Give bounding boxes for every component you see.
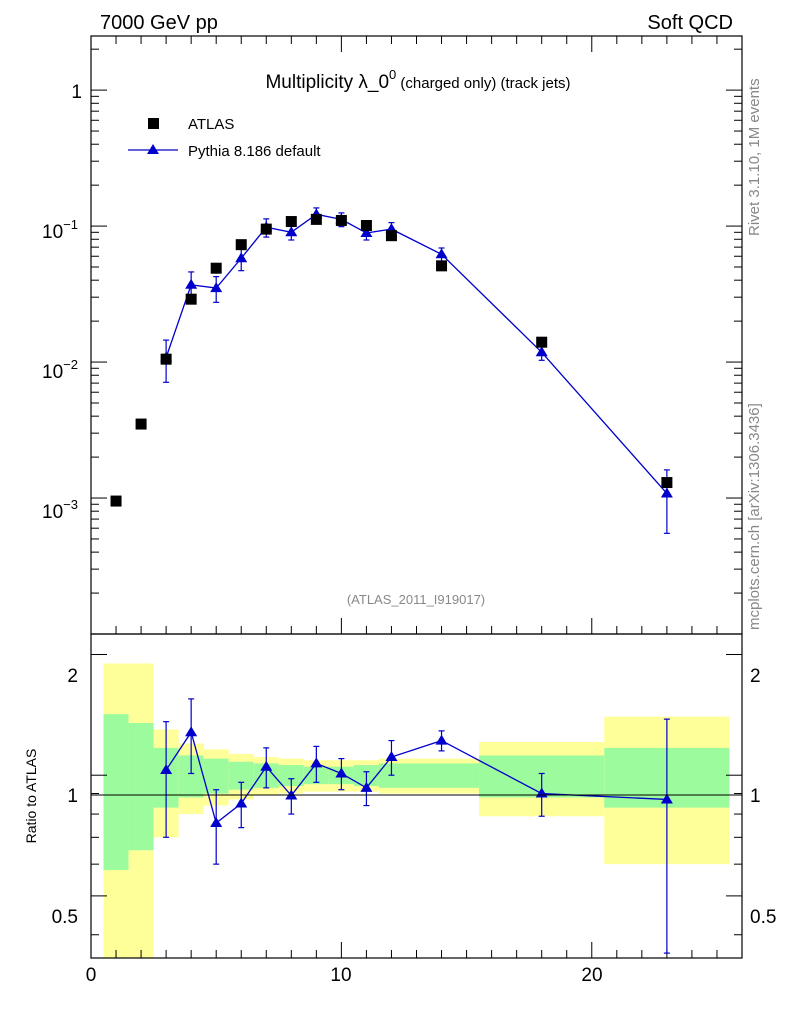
header-left: 7000 GeV pp — [100, 12, 218, 34]
data-point-5 — [235, 239, 247, 251]
ratio-y-tick-2-left: 2 — [67, 666, 78, 687]
ratio-plot-frame — [90, 633, 743, 959]
ratio-point-7 — [335, 767, 348, 778]
main-y-tick-0.01: 10−2 — [42, 357, 78, 383]
mc-point-2 — [210, 282, 223, 293]
mc-point-11 — [535, 346, 548, 357]
chart-title: Multiplicity λ_00 (charged only) (track … — [265, 67, 570, 93]
title-main: Multiplicity λ_0 — [265, 72, 389, 93]
main-y-tick-0.1: 10−1 — [42, 217, 78, 243]
ratio-y-tick-labels: 2 1 0.5 2 1 0.5 — [52, 666, 777, 928]
band-stat-4 — [203, 758, 229, 794]
analysis-label: (ATLAS_2011_I919017) — [347, 592, 485, 607]
data-point-8 — [310, 213, 322, 225]
ratio-y-tick-2-right: 2 — [750, 666, 761, 687]
x-tick-labels: 0 10 20 — [86, 965, 603, 986]
data-point-13 — [536, 336, 548, 348]
ratio-point-8 — [360, 781, 373, 792]
data-point-12 — [436, 260, 448, 272]
data-point-3 — [185, 293, 197, 305]
ratio-point-10 — [435, 734, 448, 745]
main-y-tick-labels: 1 10−1 10−2 10−3 — [42, 82, 82, 523]
mc-point-8 — [360, 226, 373, 237]
band-stat-7 — [278, 765, 304, 786]
data-point-1 — [135, 418, 147, 430]
title-sub: (charged only) (track jets) — [396, 75, 570, 92]
band-stat-12 — [403, 763, 480, 788]
mc-point-12 — [660, 487, 673, 498]
ratio-uncertainty-bands — [103, 663, 730, 958]
ratio-y-tick-0.5-left: 0.5 — [52, 907, 78, 928]
ratio-point-6 — [310, 757, 323, 768]
main-y-tick-1: 1 — [71, 82, 82, 103]
mc-point-10 — [435, 248, 448, 259]
ratio-point-5 — [285, 789, 298, 800]
band-stat-1 — [128, 722, 154, 851]
main-y-tick-0.001: 10−3 — [42, 497, 78, 523]
ratio-point-2 — [210, 816, 223, 827]
band-stat-0 — [103, 714, 129, 871]
mc-series-main — [160, 207, 673, 534]
ratio-point-1 — [185, 726, 198, 737]
header-right: Soft QCD — [647, 12, 733, 34]
ratio-point-0 — [160, 764, 173, 775]
title-sup: 0 — [389, 67, 396, 82]
data-point-9 — [335, 214, 347, 226]
legend-mc-marker — [147, 144, 159, 154]
mc-series-ratio — [160, 698, 673, 954]
mc-point-3 — [235, 252, 248, 263]
data-point-2 — [160, 353, 172, 365]
x-tick-20: 20 — [581, 965, 602, 986]
side-label-top: Rivet 3.1.10, 1M events — [746, 78, 763, 236]
legend-mc-label: Pythia 8.186 default — [188, 143, 321, 160]
mc-point-5 — [285, 226, 298, 237]
ratio-point-3 — [235, 797, 248, 808]
ratio-y-tick-1-left: 1 — [67, 786, 78, 807]
data-point-14 — [661, 477, 673, 489]
legend-data-marker — [148, 118, 159, 129]
x-tick-0: 0 — [86, 965, 97, 986]
data-series-main — [110, 213, 673, 507]
mc-point-1 — [185, 278, 198, 289]
legend: ATLAS Pythia 8.186 default — [128, 116, 321, 160]
data-point-7 — [285, 216, 297, 228]
ratio-y-tick-1-right: 1 — [750, 786, 761, 807]
data-point-0 — [110, 495, 122, 507]
legend-data-label: ATLAS — [188, 116, 234, 133]
ratio-point-9 — [385, 751, 398, 762]
data-point-10 — [360, 219, 372, 231]
ratio-y-axis-label: Ratio to ATLAS — [23, 749, 39, 844]
data-point-4 — [210, 262, 222, 274]
ratio-point-4 — [260, 760, 273, 771]
data-point-6 — [260, 223, 272, 235]
ratio-y-tick-0.5-right: 0.5 — [750, 907, 776, 928]
side-label-bottom: mcplots.cern.ch [arXiv:1306.3436] — [746, 403, 763, 630]
ratio-point-12 — [660, 793, 673, 804]
x-tick-10: 10 — [330, 965, 351, 986]
data-point-11 — [385, 230, 397, 242]
